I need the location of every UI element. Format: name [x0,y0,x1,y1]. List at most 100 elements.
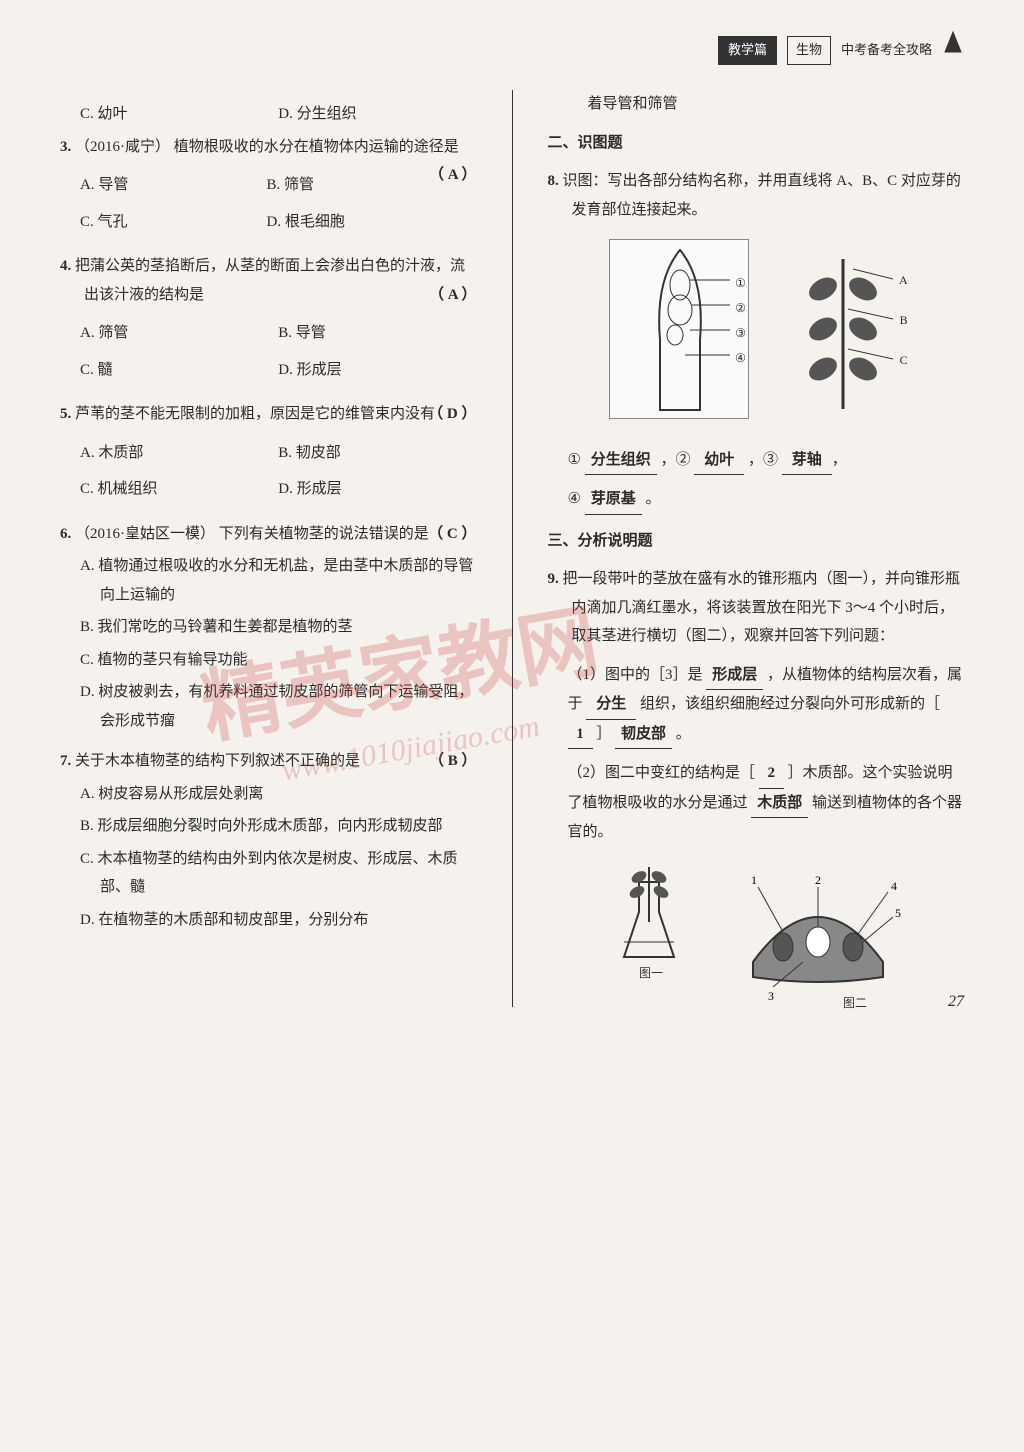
option-d: D. 树皮被剥去，有机养料通过韧皮部的筛管向下运输受阻，会形成节瘤 [60,678,477,735]
ans-label-2: ，② [660,452,690,468]
section-2-title: 二、识图题 [548,129,965,158]
question-7: 7. 关于木本植物茎的结构下列叙述不正确的是 （ B ） A. 树皮容易从形成层… [60,747,477,934]
bud-diagram: ① ② ③ ④ [609,239,749,419]
q6-text: 6. （2016·皇姑区一模） 下列有关植物茎的说法错误的是 （ C ） [60,520,477,549]
label-c: C [900,349,908,372]
q-number: 7. [60,753,71,769]
question-6: 6. （2016·皇姑区一模） 下列有关植物茎的说法错误的是 （ C ） A. … [60,520,477,736]
q-number: 4. [60,258,71,274]
options: A. 筛管 B. 导管 C. 髓 D. 形成层 [60,315,477,388]
option-a: A. 筛管 [80,315,278,352]
q-body: 下列有关植物茎的说法错误的是 [219,526,429,542]
ans-3: 芽轴 [782,446,832,476]
left-column: C. 幼叶 D. 分生组织 3. （2016·咸宁） 植物根吸收的水分在植物体内… [50,90,487,1007]
option-d: D. 分生组织 [278,96,476,133]
ans-2: 幼叶 [694,446,744,476]
question-9: 9. 把一段带叶的茎放在盛有水的锥形瓶内（图一），并向锥形瓶内滴加几滴红墨水，将… [548,565,965,992]
answer: （ A ） [453,281,477,310]
q8-answers-line2: ④ 芽原基 。 [548,485,965,515]
answer: （ D ） [452,400,476,429]
label-1: ① [735,272,746,295]
svg-text:图一: 图一 [639,966,663,980]
part1-ans2: 分生 [586,690,636,720]
ans-4: 芽原基 [585,485,642,515]
page-header: 教学篇 生物 中考备考全攻略 [718,30,964,71]
page-number: 27 [948,987,964,1017]
content-area: C. 幼叶 D. 分生组织 3. （2016·咸宁） 植物根吸收的水分在植物体内… [50,90,974,1007]
ans-1: 分生组织 [585,446,657,476]
right-column: 着导管和筛管 二、识图题 8. 识图：写出各部分结构名称，并用直线将 A、B、C… [538,90,975,1007]
part1-ans3: 1 [568,720,593,750]
period: 。 [645,491,660,507]
option-b: B. 我们常吃的马铃薯和生姜都是植物的茎 [60,613,477,642]
q9-part2: （2）图二中变红的结构是［ 2 ］木质部。这个实验说明了植物根吸收的水分是通过 … [548,759,965,847]
sail-icon [942,30,964,71]
part1-pre: （1）图中的［3］是 [568,667,703,683]
label-b: B [900,309,908,332]
header-title: 中考备考全攻略 [841,38,932,63]
option-d: D. 形成层 [278,352,476,389]
label-4: ④ [735,347,746,370]
q-source: （2016·咸宁） [75,139,170,155]
option-a: A. 植物通过根吸收的水分和无机盐，是由茎中木质部的导管向上运输的 [60,552,477,609]
question-4: 4. 把蒲公英的茎掐断后，从茎的断面上会渗出白色的汁液，流出该汁液的结构是 （ … [60,252,477,388]
part2-pre: （2）图二中变红的结构是［ [568,765,756,781]
part1-ans1: 形成层 [706,661,763,691]
answer: （ A ） [453,161,477,190]
page-container: 教学篇 生物 中考备考全攻略 精英家教网 www.1010jiajiao.com… [0,0,1024,1037]
svg-text:3: 3 [768,989,774,1003]
option-c: C. 植物的茎只有输导功能 [60,646,477,675]
option-a: A. 导管 [80,167,266,204]
label-2: ② [735,297,746,320]
plant-diagram: A B C [783,239,903,419]
q-body: 识图：写出各部分结构名称，并用直线将 A、B、C 对应芽的发育部位连接起来。 [563,173,961,218]
cross-section-diagram: 1 2 3 4 5 图二 [733,862,903,992]
q8-answers-line1: ① 分生组织 ，② 幼叶 ，③ 芽轴， [548,446,965,476]
label-a: A [899,269,908,292]
part1-mid2: 组织，该组织细胞经过分裂向外可形成新的［ [640,696,940,712]
option-b: B. 导管 [278,315,476,352]
options: A. 木质部 B. 韧皮部 C. 机械组织 D. 形成层 [60,435,477,508]
option-d: D. 形成层 [278,471,476,508]
q-body: 把蒲公英的茎掐断后，从茎的断面上会渗出白色的汁液，流出该汁液的结构是 [75,258,465,303]
header-badge: 教学篇 [718,36,777,65]
svg-text:5: 5 [895,906,901,920]
part1-end: ］ [596,726,611,742]
part1-period: 。 [676,726,691,742]
q8-diagram: ① ② ③ ④ [548,239,965,431]
option-c: C. 气孔 [80,204,266,241]
option-d: D. 根毛细胞 [266,204,452,241]
question-8: 8. 识图：写出各部分结构名称，并用直线将 A、B、C 对应芽的发育部位连接起来… [548,167,965,515]
q2-options-continued: C. 幼叶 D. 分生组织 [60,96,477,133]
section-3-title: 三、分析说明题 [548,527,965,556]
ans-label-1: ① [568,452,581,468]
q-number: 8. [548,173,559,189]
q3-text: 3. （2016·咸宁） 植物根吸收的水分在植物体内运输的途径是 （ A ） [60,133,477,162]
question-5: 5. 芦苇的茎不能无限制的加粗，原因是它的维管束内没有 （ D ） A. 木质部… [60,400,477,508]
flask-diagram: 图一 [609,862,689,962]
q4-text: 4. 把蒲公英的茎掐断后，从茎的断面上会渗出白色的汁液，流出该汁液的结构是 （ … [60,252,477,309]
question-3: 3. （2016·咸宁） 植物根吸收的水分在植物体内运输的途径是 （ A ） A… [60,133,477,241]
part1-ans4: 韧皮部 [615,720,672,750]
part2-ans1: 2 [759,759,784,789]
option-d: D. 在植物茎的木质部和韧皮部里，分别分布 [60,906,477,935]
q-body: 关于木本植物茎的结构下列叙述不正确的是 [75,753,360,769]
ans-label-4: ④ [568,491,581,507]
q9-diagram: 图一 [548,862,965,993]
header-subject: 生物 [787,36,831,65]
svg-text:2: 2 [815,873,821,887]
column-divider [512,90,513,1007]
part2-ans2: 木质部 [751,789,808,819]
option-b: B. 韧皮部 [278,435,476,472]
q-number: 6. [60,526,71,542]
option-c: C. 机械组织 [80,471,278,508]
q7-text: 7. 关于木本植物茎的结构下列叙述不正确的是 （ B ） [60,747,477,776]
q5-text: 5. 芦苇的茎不能无限制的加粗，原因是它的维管束内没有 （ D ） [60,400,477,429]
option-a: A. 树皮容易从形成层处剥离 [60,780,477,809]
ans-label-3: ，③ [748,452,778,468]
answer: （ B ） [453,747,477,776]
q-source: （2016·皇姑区一模） [75,526,215,542]
options: A. 导管 B. 筛管 C. 气孔 D. 根毛细胞 [60,167,453,240]
option-c: C. 髓 [80,352,278,389]
option-c: C. 木本植物茎的结构由外到内依次是树皮、形成层、木质部、髓 [60,845,477,902]
